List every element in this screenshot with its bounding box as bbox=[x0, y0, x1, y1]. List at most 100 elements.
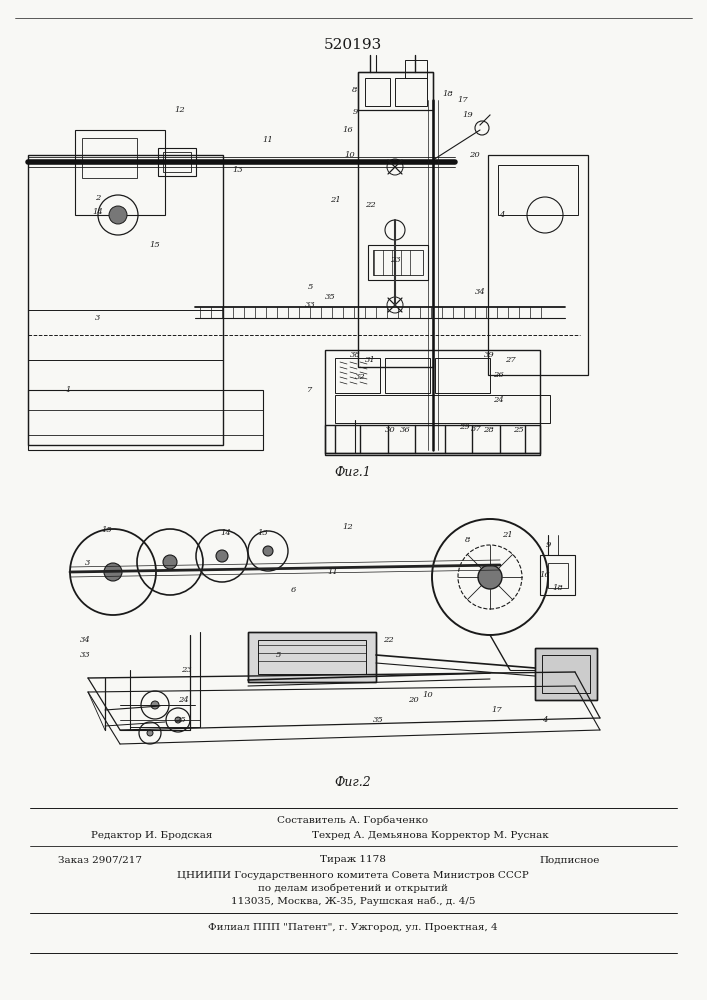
Text: 20: 20 bbox=[408, 696, 419, 704]
Bar bbox=[75, 130, 165, 215]
Text: 4: 4 bbox=[542, 716, 548, 724]
Text: 36: 36 bbox=[399, 426, 410, 434]
Bar bbox=[488, 155, 588, 375]
Text: 20: 20 bbox=[469, 151, 479, 159]
Text: 35: 35 bbox=[325, 293, 335, 301]
Text: 29: 29 bbox=[459, 423, 469, 431]
Text: Подписное: Подписное bbox=[540, 856, 600, 864]
Text: 31: 31 bbox=[365, 356, 375, 364]
Circle shape bbox=[163, 555, 177, 569]
Text: Фиг.1: Фиг.1 bbox=[334, 466, 371, 479]
Text: 22: 22 bbox=[365, 201, 375, 209]
Text: 28: 28 bbox=[483, 426, 493, 434]
Text: 11: 11 bbox=[262, 136, 274, 144]
Bar bbox=[548, 563, 568, 588]
Text: 9: 9 bbox=[545, 541, 551, 549]
Bar bbox=[325, 350, 540, 455]
Bar bbox=[368, 245, 428, 280]
Bar bbox=[542, 655, 590, 693]
Bar bbox=[405, 60, 427, 78]
Text: 8: 8 bbox=[352, 86, 358, 94]
Bar bbox=[373, 250, 423, 275]
Bar bbox=[365, 78, 390, 106]
Text: Техред А. Демьянова Корректор М. Руснак: Техред А. Демьянова Корректор М. Руснак bbox=[312, 832, 549, 840]
Text: 25: 25 bbox=[513, 426, 523, 434]
Bar bbox=[258, 640, 366, 674]
Text: 30: 30 bbox=[385, 426, 395, 434]
Text: 5: 5 bbox=[275, 651, 281, 659]
Bar bbox=[163, 152, 191, 172]
Bar bbox=[325, 425, 540, 453]
Text: Составитель А. Горбаченко: Составитель А. Горбаченко bbox=[277, 815, 428, 825]
Text: 19: 19 bbox=[462, 111, 474, 119]
Text: 25: 25 bbox=[175, 716, 185, 724]
Text: 17: 17 bbox=[457, 96, 468, 104]
Text: 14: 14 bbox=[93, 208, 103, 216]
Text: 26: 26 bbox=[493, 371, 503, 379]
Circle shape bbox=[104, 563, 122, 581]
Text: 33: 33 bbox=[80, 651, 90, 659]
Text: Тираж 1178: Тираж 1178 bbox=[320, 856, 386, 864]
Bar bbox=[28, 390, 263, 450]
Bar bbox=[28, 310, 223, 360]
Circle shape bbox=[216, 550, 228, 562]
Text: 10: 10 bbox=[344, 151, 356, 159]
Text: 8: 8 bbox=[465, 536, 471, 544]
Bar bbox=[28, 410, 263, 435]
Bar bbox=[540, 555, 575, 595]
Bar bbox=[248, 632, 376, 682]
Circle shape bbox=[151, 701, 159, 709]
Text: 6: 6 bbox=[291, 586, 296, 594]
Text: 39: 39 bbox=[484, 351, 494, 359]
Text: по делам изобретений и открытий: по делам изобретений и открытий bbox=[258, 883, 448, 893]
Text: 16: 16 bbox=[343, 126, 354, 134]
Text: 14: 14 bbox=[221, 529, 231, 537]
Bar bbox=[335, 358, 380, 393]
Text: 10: 10 bbox=[423, 691, 433, 699]
Text: 23: 23 bbox=[180, 666, 192, 674]
Bar bbox=[28, 155, 223, 445]
Text: 1: 1 bbox=[65, 386, 71, 394]
Bar bbox=[82, 138, 137, 178]
Bar bbox=[385, 358, 430, 393]
Text: 113035, Москва, Ж-35, Раушская наб., д. 4/5: 113035, Москва, Ж-35, Раушская наб., д. … bbox=[230, 896, 475, 906]
Text: 24: 24 bbox=[493, 396, 503, 404]
Text: 27: 27 bbox=[505, 356, 515, 364]
Text: 12: 12 bbox=[343, 523, 354, 531]
Text: 34: 34 bbox=[474, 288, 486, 296]
Text: ЦНИИПИ Государственного комитета Совета Министров СССР: ЦНИИПИ Государственного комитета Совета … bbox=[177, 870, 529, 880]
Bar bbox=[358, 72, 433, 110]
Text: 7: 7 bbox=[308, 386, 312, 394]
Text: 37: 37 bbox=[471, 425, 481, 433]
Text: 3: 3 bbox=[95, 314, 100, 322]
Text: 12: 12 bbox=[175, 106, 185, 114]
Text: 33: 33 bbox=[305, 301, 315, 309]
Text: 11: 11 bbox=[327, 568, 339, 576]
Text: 18: 18 bbox=[553, 584, 563, 592]
Text: 23: 23 bbox=[390, 256, 400, 264]
Text: Заказ 2907/217: Заказ 2907/217 bbox=[58, 856, 142, 864]
Circle shape bbox=[147, 730, 153, 736]
Circle shape bbox=[175, 717, 181, 723]
Text: 2: 2 bbox=[95, 194, 100, 202]
Text: 5: 5 bbox=[308, 283, 312, 291]
Bar bbox=[395, 78, 427, 106]
Text: 17: 17 bbox=[491, 706, 503, 714]
Circle shape bbox=[478, 565, 502, 589]
Bar bbox=[498, 165, 578, 215]
Bar bbox=[435, 358, 490, 393]
Text: 21: 21 bbox=[329, 196, 340, 204]
Text: 4: 4 bbox=[499, 211, 505, 219]
Text: 9: 9 bbox=[352, 108, 358, 116]
Circle shape bbox=[263, 546, 273, 556]
Text: Редактор И. Бродская: Редактор И. Бродская bbox=[91, 832, 213, 840]
Text: Фиг.2: Фиг.2 bbox=[334, 776, 371, 790]
Text: 16: 16 bbox=[539, 571, 550, 579]
Text: 15: 15 bbox=[102, 526, 112, 534]
Bar bbox=[358, 72, 433, 367]
Bar bbox=[535, 648, 597, 700]
Bar bbox=[248, 632, 376, 682]
Text: 34: 34 bbox=[80, 636, 90, 644]
Text: 22: 22 bbox=[382, 636, 393, 644]
Text: Филиал ППП "Патент", г. Ужгород, ул. Проектная, 4: Филиал ППП "Патент", г. Ужгород, ул. Про… bbox=[208, 924, 498, 932]
